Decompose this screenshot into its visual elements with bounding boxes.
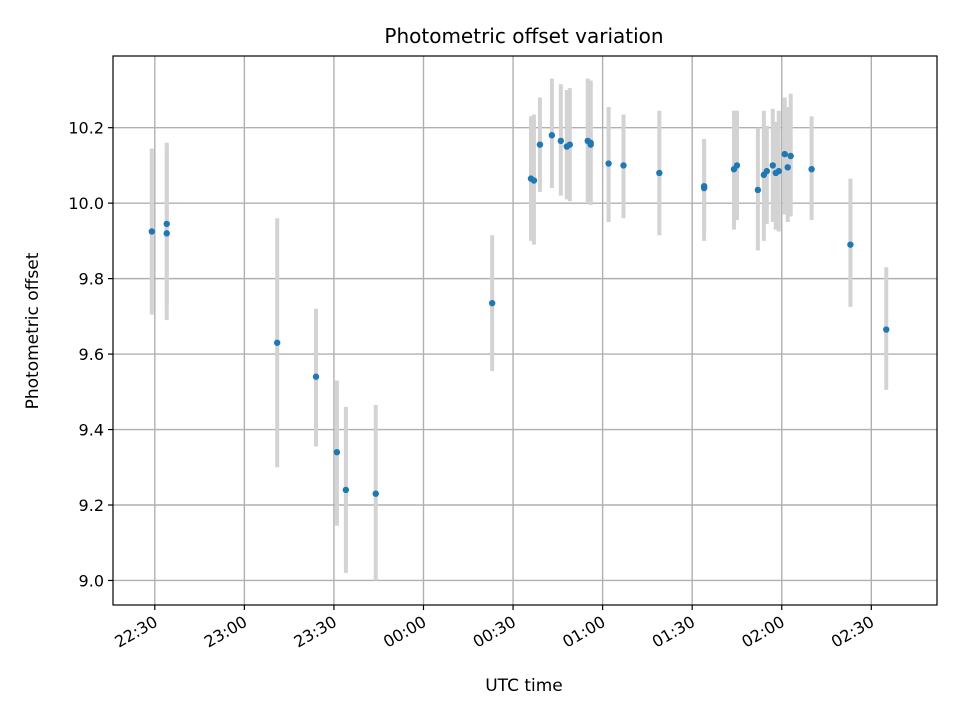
data-point: [148, 228, 156, 235]
x-tick-label: 02:30: [828, 612, 877, 652]
data-point: [274, 339, 281, 346]
y-gridlines: [113, 126, 937, 582]
data-point: [656, 169, 663, 177]
data-point: [372, 490, 379, 497]
data-point: [781, 150, 788, 158]
x-axis-ticks: 22:30 23:00 23:30 00:00 00:30 01:00 01:30 02:00…: [111, 605, 877, 652]
x-tick-label: 01:30: [649, 612, 698, 652]
y-tick-label: 10.2: [68, 119, 104, 138]
data-point: [488, 299, 496, 307]
data-point: [784, 164, 791, 171]
data-point: [163, 230, 170, 237]
x-gridlines: [154, 56, 873, 605]
y-axis-label: Photometric offset: [23, 252, 43, 409]
data-point: [787, 152, 794, 160]
y-tick-label: 10.0: [68, 194, 104, 213]
y-tick-label: 9.2: [79, 496, 104, 515]
data-point: [847, 241, 854, 248]
x-tick-label: 02:00: [738, 612, 787, 652]
data-point: [163, 220, 170, 228]
data-point: [587, 139, 594, 146]
data-point: [530, 177, 538, 184]
x-tick-label: 01:00: [559, 612, 608, 652]
data-point: [312, 373, 320, 380]
y-axis-ticks: 9.0 9.2 9.4 9.6 9.8 10.0 10.2: [68, 119, 113, 590]
data-point: [763, 167, 771, 175]
data-point: [333, 448, 341, 456]
data-point: [733, 162, 741, 169]
data-point: [769, 162, 776, 169]
data-point: [620, 162, 627, 169]
plot-area-frame: [112, 55, 938, 606]
y-tick-label: 9.6: [79, 345, 104, 364]
chart-title: Photometric offset variation: [384, 24, 663, 48]
x-tick-label: 00:00: [380, 612, 429, 652]
data-point: [700, 184, 708, 192]
data-point: [557, 137, 565, 145]
x-tick-label: 00:30: [470, 612, 519, 652]
x-tick-label: 22:30: [111, 612, 160, 652]
x-tick-label: 23:00: [201, 612, 250, 652]
data-point: [808, 165, 815, 173]
data-points: [148, 132, 890, 497]
data-point: [548, 132, 556, 139]
data-point: [342, 486, 350, 494]
data-point: [883, 326, 890, 333]
y-tick-label: 9.4: [79, 421, 104, 440]
data-point: [605, 160, 612, 167]
x-axis-label: UTC time: [485, 676, 563, 696]
data-point: [754, 186, 762, 194]
x-tick-label: 23:30: [290, 612, 339, 652]
y-tick-label: 9.8: [79, 270, 104, 289]
data-point: [566, 141, 573, 148]
y-tick-label: 9.0: [79, 571, 104, 590]
data-point: [775, 167, 782, 175]
data-point: [536, 141, 544, 148]
